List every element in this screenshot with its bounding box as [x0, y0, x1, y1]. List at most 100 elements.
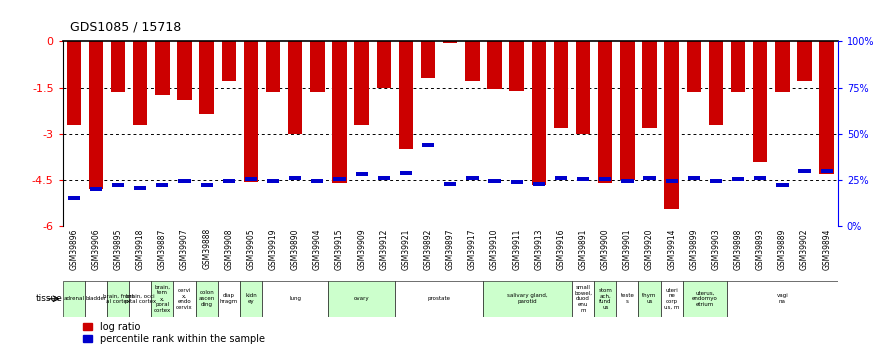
Bar — [289, 176, 301, 179]
Text: GSM39888: GSM39888 — [202, 228, 211, 269]
Text: cervi
x,
endo
cervix: cervi x, endo cervix — [177, 288, 193, 310]
Bar — [221, 41, 236, 81]
Bar — [174, 281, 195, 317]
Legend: log ratio, percentile rank within the sample: log ratio, percentile rank within the sa… — [83, 322, 264, 344]
Bar — [155, 41, 169, 95]
Bar — [134, 186, 146, 190]
Bar — [599, 177, 611, 181]
Bar — [686, 41, 701, 92]
Text: brain, occi
pital cortex: brain, occi pital cortex — [125, 293, 156, 304]
Bar — [660, 281, 683, 317]
Bar — [443, 41, 458, 43]
Bar — [621, 179, 633, 183]
Bar — [421, 41, 435, 78]
Bar — [355, 41, 369, 125]
Text: tissue: tissue — [36, 294, 63, 303]
Text: GSM39893: GSM39893 — [755, 228, 765, 270]
Text: GSM39899: GSM39899 — [689, 228, 698, 270]
Bar — [510, 41, 524, 91]
Bar — [484, 281, 572, 317]
Bar — [200, 41, 214, 114]
Text: GSM39902: GSM39902 — [800, 228, 809, 270]
Text: stom
ach,
fund
us: stom ach, fund us — [599, 288, 612, 310]
Bar — [753, 41, 768, 162]
Text: GSM39910: GSM39910 — [490, 228, 499, 270]
Bar — [465, 41, 479, 81]
Text: thym
us: thym us — [642, 293, 657, 304]
Bar — [90, 187, 102, 191]
Bar — [177, 41, 192, 100]
Bar — [156, 183, 168, 187]
Bar — [129, 281, 151, 317]
Text: uterus,
endomyo
etrium: uterus, endomyo etrium — [692, 290, 718, 307]
Bar — [594, 281, 616, 317]
Text: GSM39898: GSM39898 — [734, 228, 743, 269]
Bar — [572, 281, 594, 317]
Bar — [598, 41, 613, 183]
Bar — [218, 281, 240, 317]
Bar — [732, 177, 745, 181]
Text: GSM39904: GSM39904 — [313, 228, 322, 270]
Bar — [333, 177, 346, 181]
Bar — [531, 41, 546, 185]
Bar — [311, 179, 323, 183]
Bar — [329, 281, 395, 317]
Bar — [754, 176, 766, 179]
Text: GSM39918: GSM39918 — [135, 228, 145, 269]
Bar — [400, 171, 412, 175]
Bar — [821, 169, 832, 174]
Text: GSM39896: GSM39896 — [69, 228, 78, 270]
Bar — [151, 281, 174, 317]
Bar — [266, 41, 280, 92]
Text: GSM39919: GSM39919 — [269, 228, 278, 270]
Bar — [639, 281, 660, 317]
Bar — [245, 177, 257, 181]
Text: diap
hragm: diap hragm — [220, 293, 238, 304]
Bar — [376, 41, 391, 88]
Bar — [616, 281, 639, 317]
Bar — [395, 281, 484, 317]
Bar — [688, 176, 700, 179]
Text: GSM39889: GSM39889 — [778, 228, 787, 269]
Bar — [511, 180, 522, 184]
Bar — [683, 281, 727, 317]
Bar — [710, 179, 722, 183]
Text: GSM39890: GSM39890 — [290, 228, 300, 270]
Text: GSM39912: GSM39912 — [379, 228, 388, 269]
Bar — [267, 179, 280, 183]
Text: lung: lung — [289, 296, 301, 301]
Bar — [89, 41, 103, 189]
Bar — [178, 179, 191, 183]
Bar — [378, 176, 390, 179]
Bar — [642, 41, 657, 128]
Bar — [666, 179, 677, 183]
Text: teste
s: teste s — [620, 293, 634, 304]
Bar — [422, 143, 435, 147]
Text: GSM39915: GSM39915 — [335, 228, 344, 270]
Bar — [576, 41, 590, 134]
Bar — [85, 281, 107, 317]
Text: kidn
ey: kidn ey — [246, 293, 257, 304]
Text: uteri
ne
corp
us, m: uteri ne corp us, m — [664, 288, 679, 310]
Bar — [577, 177, 590, 181]
Bar — [554, 41, 568, 128]
Bar — [620, 41, 634, 180]
Text: GSM39900: GSM39900 — [600, 228, 610, 270]
Text: brain, front
al cortex: brain, front al cortex — [103, 293, 134, 304]
Text: GSM39906: GSM39906 — [91, 228, 100, 270]
Bar — [195, 281, 218, 317]
Bar — [555, 176, 567, 179]
Bar — [107, 281, 129, 317]
Text: prostate: prostate — [427, 296, 451, 301]
Bar — [288, 41, 303, 134]
Bar — [797, 41, 812, 81]
Text: GSM39894: GSM39894 — [823, 228, 831, 270]
Text: GSM39914: GSM39914 — [668, 228, 676, 270]
Text: GSM39916: GSM39916 — [556, 228, 565, 270]
Bar — [332, 41, 347, 183]
Bar — [709, 41, 723, 125]
Bar — [731, 41, 745, 92]
Text: GSM39920: GSM39920 — [645, 228, 654, 270]
Bar — [775, 41, 789, 92]
Bar — [399, 41, 413, 149]
